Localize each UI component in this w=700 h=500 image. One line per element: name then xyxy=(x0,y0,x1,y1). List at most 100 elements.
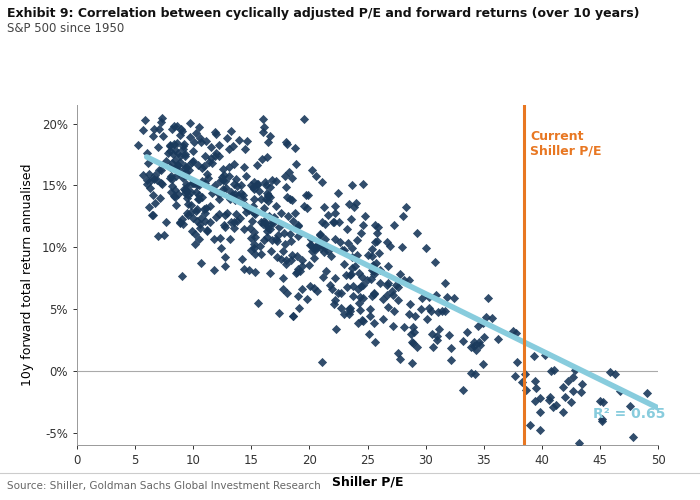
Point xyxy=(468,342,480,350)
Point xyxy=(274,310,285,318)
Point xyxy=(219,177,230,185)
Point xyxy=(327,284,338,292)
Point xyxy=(382,280,393,288)
Point xyxy=(190,129,201,137)
Point xyxy=(466,369,477,377)
Point xyxy=(268,214,279,222)
Point xyxy=(194,195,205,203)
Point xyxy=(549,366,560,374)
Point xyxy=(281,289,293,297)
Point xyxy=(261,227,272,235)
Point xyxy=(258,128,269,136)
Point xyxy=(544,396,555,404)
Point xyxy=(286,174,297,182)
Point xyxy=(132,141,143,149)
Point xyxy=(190,240,201,248)
Point xyxy=(182,183,193,191)
Point xyxy=(343,310,354,318)
Point xyxy=(229,218,240,226)
Point xyxy=(342,225,353,233)
Point xyxy=(177,220,188,228)
Point xyxy=(310,172,321,180)
Point xyxy=(306,235,317,243)
Point xyxy=(175,219,186,227)
Point xyxy=(176,126,188,134)
Point xyxy=(263,212,274,220)
Point xyxy=(395,270,406,278)
Point xyxy=(167,182,178,190)
Point xyxy=(384,242,395,250)
X-axis label: Shiller P/E: Shiller P/E xyxy=(332,476,403,488)
Point xyxy=(174,169,185,177)
Point xyxy=(186,188,197,196)
Point xyxy=(199,209,211,217)
Point xyxy=(169,156,181,164)
Point xyxy=(302,296,313,304)
Point xyxy=(339,260,350,268)
Point xyxy=(290,160,301,168)
Point xyxy=(335,288,346,296)
Point xyxy=(370,221,381,229)
Point xyxy=(286,196,297,204)
Point xyxy=(530,396,541,404)
Point xyxy=(473,338,484,346)
Point xyxy=(193,235,204,243)
Point xyxy=(304,282,316,290)
Point xyxy=(567,374,578,382)
Point xyxy=(382,290,393,298)
Point xyxy=(193,192,204,200)
Point xyxy=(425,307,436,315)
Point xyxy=(358,281,369,289)
Point xyxy=(196,259,207,267)
Point xyxy=(225,127,236,135)
Point xyxy=(281,138,292,146)
Point xyxy=(152,232,163,240)
Point xyxy=(246,181,257,189)
Point xyxy=(364,306,375,314)
Point xyxy=(287,312,298,320)
Point xyxy=(281,193,293,201)
Point xyxy=(285,237,296,245)
Point xyxy=(558,384,569,392)
Point xyxy=(182,192,193,200)
Point xyxy=(392,350,403,358)
Point xyxy=(285,256,296,264)
Point xyxy=(202,226,213,234)
Point xyxy=(169,164,181,172)
Point xyxy=(142,180,153,188)
Point xyxy=(315,244,326,252)
Point xyxy=(205,143,216,151)
Point xyxy=(201,170,212,177)
Point xyxy=(270,202,281,210)
Point xyxy=(347,282,358,290)
Point xyxy=(253,180,264,188)
Point xyxy=(280,260,291,268)
Point xyxy=(205,154,216,162)
Point xyxy=(179,162,190,170)
Point xyxy=(605,368,616,376)
Point xyxy=(225,196,236,203)
Point xyxy=(174,152,186,160)
Point xyxy=(364,312,375,320)
Point xyxy=(249,268,260,276)
Point xyxy=(188,214,199,222)
Point xyxy=(202,174,214,182)
Point xyxy=(273,231,284,239)
Point xyxy=(275,209,286,217)
Point xyxy=(366,292,377,300)
Point xyxy=(199,152,211,160)
Point xyxy=(366,266,377,274)
Point xyxy=(174,218,186,226)
Point xyxy=(360,212,371,220)
Point xyxy=(204,218,216,226)
Point xyxy=(383,304,394,312)
Point xyxy=(262,191,274,199)
Point xyxy=(319,243,330,251)
Point xyxy=(249,250,260,258)
Point xyxy=(307,166,318,174)
Point xyxy=(259,178,270,186)
Point xyxy=(458,336,469,344)
Point xyxy=(225,218,237,226)
Point xyxy=(234,214,245,222)
Point xyxy=(146,212,158,220)
